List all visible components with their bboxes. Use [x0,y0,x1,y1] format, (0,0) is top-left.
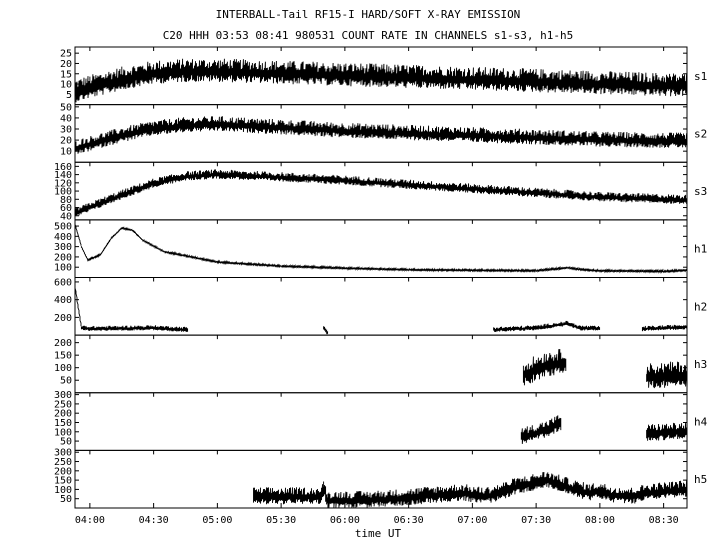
series-line-h2 [74,284,687,335]
panel-frame-h3 [74,334,688,394]
panel-frame-h5 [74,449,688,509]
x-tick-label: 06:30 [394,515,424,526]
panel-label-s1: s1 [694,70,707,83]
chart-subtitle: C20 HHH 03:53 08:41 980531 COUNT RATE IN… [163,29,574,42]
y-tick-label-h5: 100 [54,485,72,496]
series-line-h3 [522,348,688,389]
y-tick-label-s3: 80 [60,195,72,206]
x-tick-label: 07:30 [521,515,551,526]
y-tick-label-h5: 300 [54,448,72,459]
y-tick-label-h2: 200 [54,313,72,324]
y-tick-label-h4: 250 [54,399,72,410]
panel-label-s3: s3 [694,185,707,198]
y-tick-label-s1: 20 [60,59,72,70]
panels-group: 510152025s11020304050s240608010012014016… [54,46,708,509]
y-tick-label-s3: 140 [54,170,72,181]
y-tick-label-h1: 200 [54,252,72,263]
y-tick-label-h3: 100 [54,363,72,374]
panel-label-h1: h1 [694,243,707,256]
y-tick-label-h4: 100 [54,427,72,438]
panel-frame-s3 [74,161,688,221]
panel-label-h4: h4 [694,416,708,429]
y-tick-label-s2: 20 [60,136,72,147]
series-line-s3 [74,169,688,217]
series-line-h1 [74,223,688,274]
y-tick-label-h4: 150 [54,418,72,429]
x-tick-label: 05:30 [266,515,296,526]
x-tick-label: 08:30 [649,515,679,526]
y-tick-label-h3: 50 [60,376,72,387]
y-tick-label-s3: 60 [60,203,72,214]
y-tick-label-h4: 200 [54,409,72,420]
y-tick-label-s3: 40 [60,211,72,222]
y-tick-label-s2: 10 [60,147,72,158]
panel-h2: 200 400 600 h2 [54,277,707,336]
series-line-s1 [74,58,688,103]
x-axis-label: time UT [355,527,402,540]
y-tick-label-s1: 15 [60,69,72,80]
y-tick-label-h3: 200 [54,338,72,349]
panel-frame-h4 [74,392,688,451]
y-tick-label-s3: 160 [54,162,72,173]
y-tick-label-h5: 250 [54,457,72,468]
x-tick-label: 08:00 [585,515,615,526]
y-tick-label-s2: 40 [60,113,72,124]
y-tick-label-h5: 150 [54,476,72,487]
y-tick-label-s2: 30 [60,125,72,136]
y-tick-label-s3: 100 [54,187,72,198]
y-tick-label-h2: 400 [54,295,72,306]
y-tick-label-h5: 200 [54,466,72,477]
y-tick-label-s3: 120 [54,178,72,189]
panel-label-h2: h2 [694,300,707,313]
x-tick-label: 07:00 [457,515,487,526]
panel-label-s2: s2 [694,127,707,140]
x-tick-label: 05:00 [202,515,232,526]
y-tick-label-s2: 50 [60,102,72,113]
y-tick-label-h1: 100 [54,263,72,274]
chart-title: INTERBALL-Tail RF15-I HARD/SOFT X-RAY EM… [216,8,521,21]
y-tick-label-h1: 300 [54,242,72,253]
series-line-s2 [74,116,688,154]
panel-label-h3: h3 [694,358,707,371]
panel-label-h5: h5 [694,473,707,486]
y-tick-label-h3: 150 [54,351,72,362]
y-tick-label-h4: 300 [54,390,72,401]
y-tick-label-h2: 600 [54,277,72,288]
series-line-h4 [520,415,688,444]
x-tick-label: 04:30 [139,515,169,526]
x-axis: 04:00 04:30 05:00 05:30 06:00 06:30 07:00 07:30… [75,47,679,526]
y-tick-label-s1: 5 [66,90,72,101]
y-tick-label-s1: 25 [60,49,72,60]
x-tick-label: 06:00 [330,515,360,526]
x-tick-label: 04:00 [75,515,105,526]
y-tick-label-h4: 50 [60,437,72,448]
series-line-h5 [253,471,688,508]
y-tick-label-s1: 10 [60,80,72,91]
y-tick-label-h5: 50 [60,494,72,505]
y-tick-label-h1: 400 [54,232,72,243]
y-tick-label-h1: 500 [54,222,72,233]
